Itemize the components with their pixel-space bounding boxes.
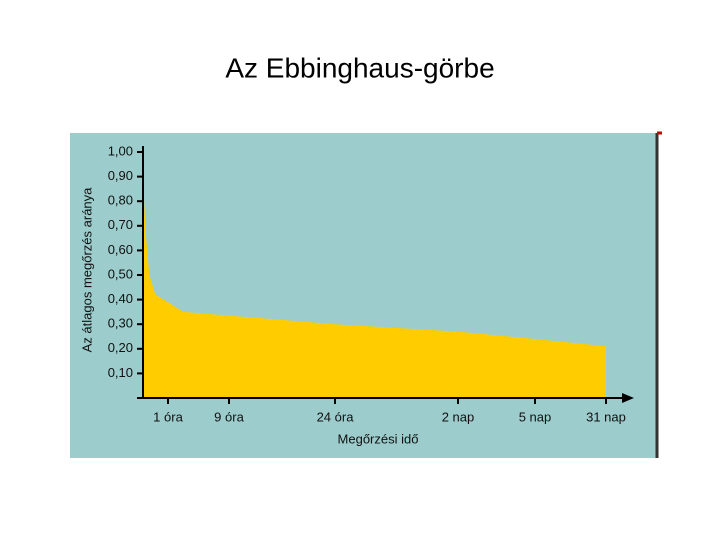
y-tick-label: 0,20	[108, 340, 133, 355]
x-tick-label: 2 nap	[442, 409, 475, 424]
y-tick-label: 0,70	[108, 217, 133, 232]
chart-title: Az Ebbinghaus-görbe	[225, 52, 494, 83]
y-tick-label: 1,00	[108, 143, 133, 158]
x-tick-label: 9 óra	[214, 409, 244, 424]
x-axis-arrow	[622, 393, 634, 403]
y-tick-label: 0,10	[108, 365, 133, 380]
x-tick-label: 1 óra	[153, 409, 183, 424]
y-tick-label: 0,90	[108, 168, 133, 183]
area	[143, 179, 606, 398]
y-tick-label: 0,30	[108, 316, 133, 331]
y-tick-label: 0,50	[108, 266, 133, 281]
y-tick-label: 0,60	[108, 242, 133, 257]
x-tick-label: 31 nap	[586, 409, 626, 424]
x-tick-label: 5 nap	[519, 409, 552, 424]
x-axis-label: Megőrzési idő	[338, 431, 419, 446]
plot: 0,10 0,20 0,30 0,40 0,50 0,60 0,70 0,80 0,90 1,00…	[108, 143, 634, 424]
y-axis-label: Az átlagos megőrzés aránya	[79, 187, 94, 353]
y-tick-label: 0,80	[108, 193, 133, 208]
y-tick-label: 0,40	[108, 291, 133, 306]
x-tick-label: 24 óra	[317, 409, 355, 424]
